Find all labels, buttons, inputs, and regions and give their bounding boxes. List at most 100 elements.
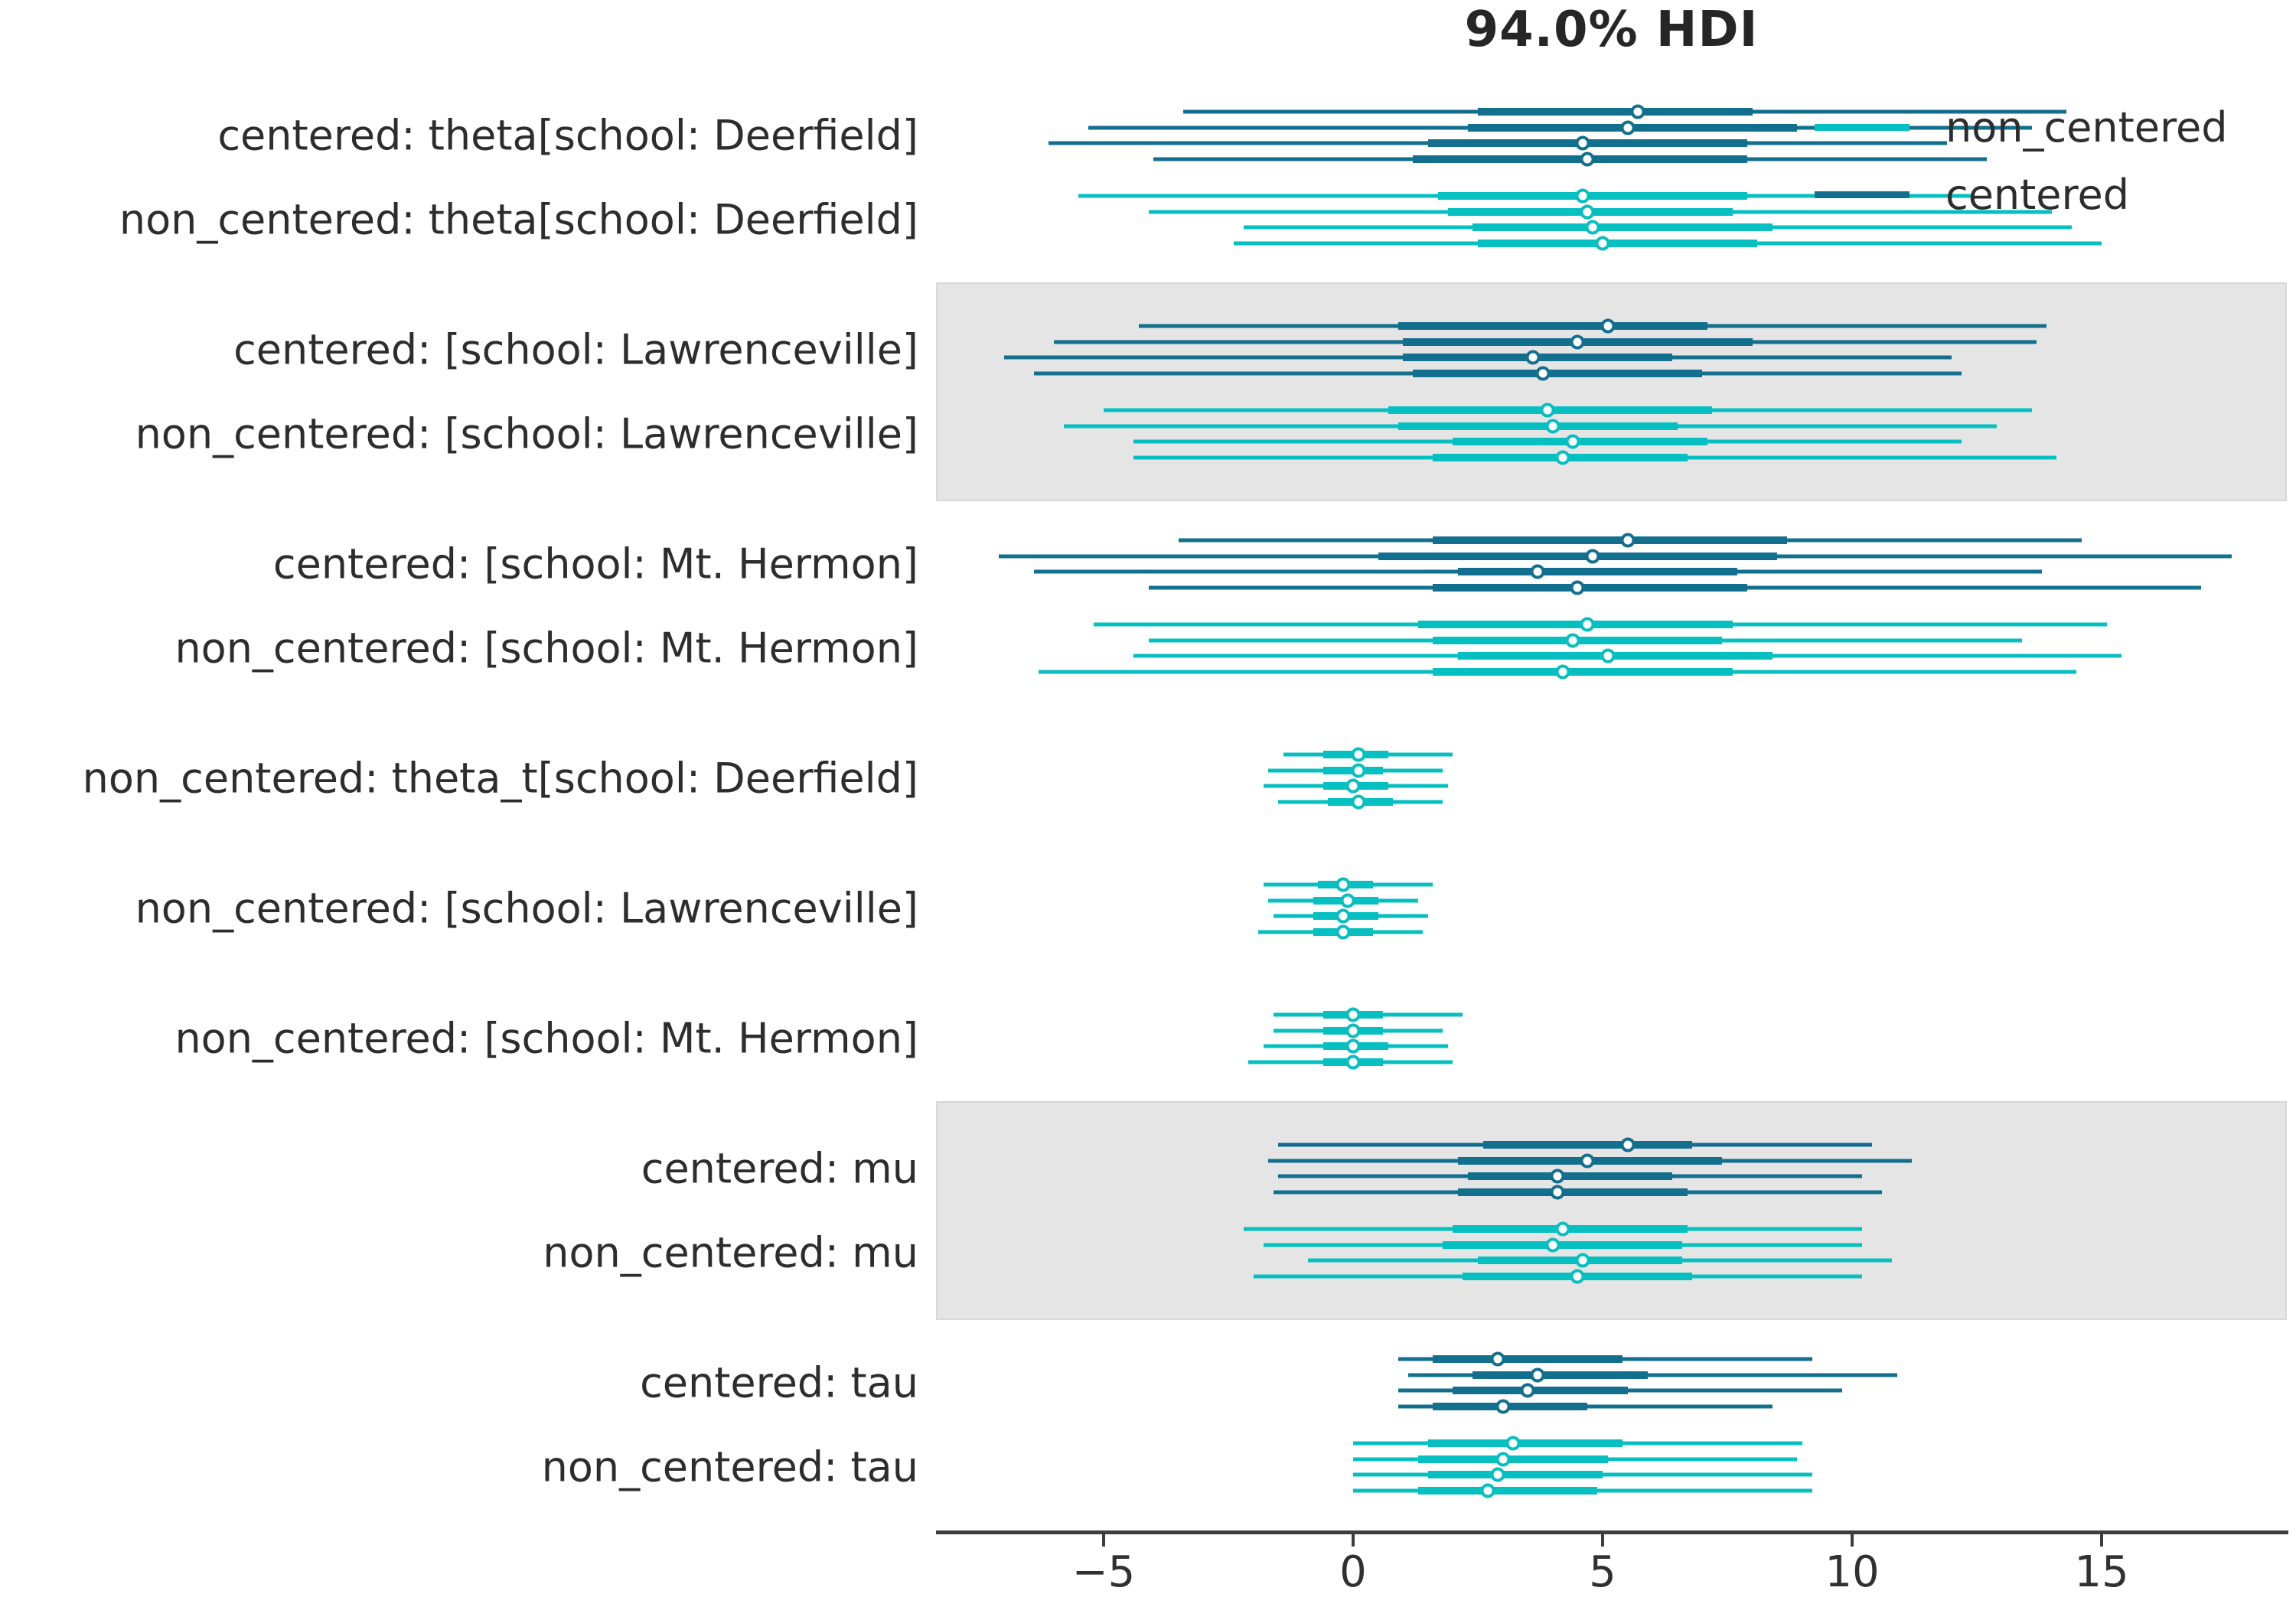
- iqr-bar: [1417, 1486, 1598, 1495]
- median-dot: [1525, 350, 1541, 365]
- median-dot: [1530, 1367, 1545, 1382]
- iqr-bar: [1453, 438, 1707, 445]
- median-dot: [1575, 1253, 1590, 1268]
- iqr-bar: [1427, 1471, 1603, 1478]
- median-dot: [1580, 1153, 1595, 1168]
- row-label: centered: [school: Lawrenceville]: [233, 325, 918, 374]
- median-dot: [1345, 778, 1361, 794]
- median-dot: [1570, 1269, 1585, 1283]
- iqr-bar: [1453, 1387, 1628, 1394]
- x-tick: [1851, 1534, 1854, 1547]
- iqr-bar: [1478, 108, 1753, 116]
- median-dot: [1480, 1483, 1495, 1498]
- iqr-bar: [1397, 422, 1678, 430]
- legend-entry-centered: centered: [1815, 170, 2228, 219]
- median-dot: [1595, 236, 1610, 250]
- median-dot: [1545, 1237, 1561, 1252]
- median-dot: [1580, 204, 1595, 219]
- shaded-band: [936, 282, 2287, 501]
- legend-swatch-centered-icon: [1815, 191, 1910, 198]
- x-tick: [1352, 1534, 1355, 1547]
- iqr-bar: [1457, 568, 1738, 575]
- chart-title: 94.0% HDI: [1464, 2, 1759, 58]
- median-dot: [1555, 664, 1570, 679]
- iqr-bar: [1417, 1455, 1608, 1463]
- median-dot: [1550, 1185, 1565, 1199]
- legend-swatch-non-centered-icon: [1815, 123, 1910, 131]
- legend-entry-non-centered: non_centered: [1815, 103, 2228, 152]
- median-dot: [1545, 419, 1561, 433]
- iqr-bar: [1478, 239, 1758, 247]
- iqr-bar: [1453, 1225, 1688, 1233]
- legend: non_centered centered: [1815, 103, 2228, 238]
- median-dot: [1520, 1383, 1535, 1398]
- iqr-bar: [1482, 1141, 1693, 1149]
- shaded-band: [936, 1101, 2287, 1320]
- x-tick-label: 5: [1589, 1547, 1616, 1597]
- x-tick-label: 10: [1825, 1547, 1880, 1597]
- median-dot: [1505, 1436, 1521, 1451]
- iqr-bar: [1473, 223, 1773, 231]
- x-tick: [2100, 1534, 2103, 1547]
- median-dot: [1336, 908, 1351, 924]
- median-dot: [1336, 877, 1351, 892]
- iqr-bar: [1413, 369, 1703, 377]
- median-dot: [1570, 580, 1585, 595]
- x-tick: [1601, 1534, 1604, 1547]
- median-dot: [1570, 334, 1585, 349]
- iqr-bar: [1433, 1355, 1623, 1363]
- iqr-bar: [1443, 1240, 1683, 1249]
- row-label: non_centered: [school: Mt. Hermon]: [174, 624, 918, 673]
- median-dot: [1565, 434, 1580, 449]
- median-dot: [1530, 564, 1545, 579]
- median-dot: [1495, 1452, 1511, 1466]
- iqr-bar: [1427, 1439, 1623, 1447]
- iqr-bar: [1437, 192, 1748, 200]
- legend-label-non-centered: non_centered: [1945, 103, 2228, 152]
- row-label: centered: [school: Mt. Hermon]: [272, 539, 918, 588]
- x-axis-spine: [936, 1530, 2288, 1534]
- median-dot: [1555, 450, 1570, 464]
- row-label: non_centered: [school: Mt. Hermon]: [174, 1014, 918, 1063]
- median-dot: [1580, 617, 1595, 632]
- iqr-bar: [1457, 652, 1773, 660]
- iqr-bar: [1413, 155, 1748, 163]
- median-dot: [1345, 1054, 1361, 1069]
- median-dot: [1585, 549, 1600, 563]
- median-dot: [1345, 1007, 1361, 1022]
- median-dot: [1555, 1221, 1570, 1237]
- median-dot: [1585, 220, 1600, 235]
- median-dot: [1620, 1137, 1636, 1152]
- median-dot: [1620, 533, 1636, 548]
- x-tick: [1102, 1534, 1105, 1547]
- median-dot: [1600, 648, 1616, 663]
- median-dot: [1620, 120, 1636, 135]
- legend-label-centered: centered: [1945, 170, 2130, 219]
- iqr-bar: [1433, 583, 1748, 592]
- median-dot: [1565, 633, 1580, 647]
- median-dot: [1575, 188, 1590, 204]
- row-label: non_centered: [school: Lawrenceville]: [135, 409, 918, 458]
- median-dot: [1345, 1038, 1361, 1054]
- row-label: non_centered: [school: Lawrenceville]: [135, 884, 918, 933]
- median-dot: [1336, 924, 1351, 939]
- x-tick-label: −5: [1071, 1547, 1136, 1597]
- row-label: centered: mu: [641, 1144, 918, 1193]
- median-dot: [1490, 1467, 1505, 1482]
- median-dot: [1340, 893, 1355, 908]
- row-label: non_centered: theta_t[school: Deerfield]: [82, 754, 918, 803]
- median-dot: [1351, 794, 1366, 809]
- median-dot: [1535, 366, 1551, 380]
- hdi-line: [1407, 1373, 1897, 1377]
- median-dot: [1490, 1351, 1505, 1367]
- median-dot: [1630, 104, 1645, 119]
- iqr-bar: [1433, 536, 1788, 544]
- median-dot: [1495, 1399, 1511, 1413]
- iqr-bar: [1473, 1371, 1648, 1379]
- x-tick-label: 0: [1339, 1547, 1367, 1597]
- iqr-bar: [1417, 621, 1733, 628]
- iqr-bar: [1433, 667, 1733, 676]
- median-dot: [1345, 1023, 1361, 1038]
- median-dot: [1351, 763, 1366, 777]
- median-dot: [1580, 152, 1595, 166]
